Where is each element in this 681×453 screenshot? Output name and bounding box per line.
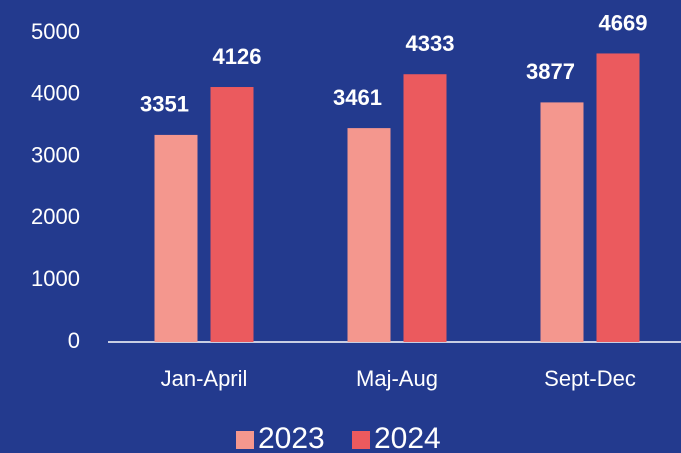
legend-swatch [352, 431, 370, 449]
bar [154, 134, 198, 342]
y-tick-label: 5000 [31, 19, 80, 44]
y-tick-label: 0 [68, 328, 80, 353]
data-label: 4126 [213, 44, 262, 69]
bar [347, 128, 391, 342]
bar [403, 74, 447, 343]
data-label: 4669 [599, 10, 648, 35]
data-label: 4333 [406, 31, 455, 56]
bar [210, 87, 254, 342]
data-label: 3351 [140, 92, 189, 117]
x-tick-label: Sept-Dec [544, 366, 636, 391]
y-tick-label: 3000 [31, 142, 80, 167]
data-label: 3877 [526, 59, 575, 84]
x-tick-label: Maj-Aug [356, 366, 438, 391]
legend-swatch [236, 431, 254, 449]
legend-label: 2023 [258, 422, 325, 453]
legend-label: 2024 [374, 422, 441, 453]
bar [596, 53, 640, 342]
bar [540, 102, 584, 342]
data-label: 3461 [333, 85, 382, 110]
x-tick-label: Jan-April [161, 366, 248, 391]
y-tick-label: 2000 [31, 204, 80, 229]
y-tick-label: 4000 [31, 81, 80, 106]
y-tick-label: 1000 [31, 266, 80, 291]
